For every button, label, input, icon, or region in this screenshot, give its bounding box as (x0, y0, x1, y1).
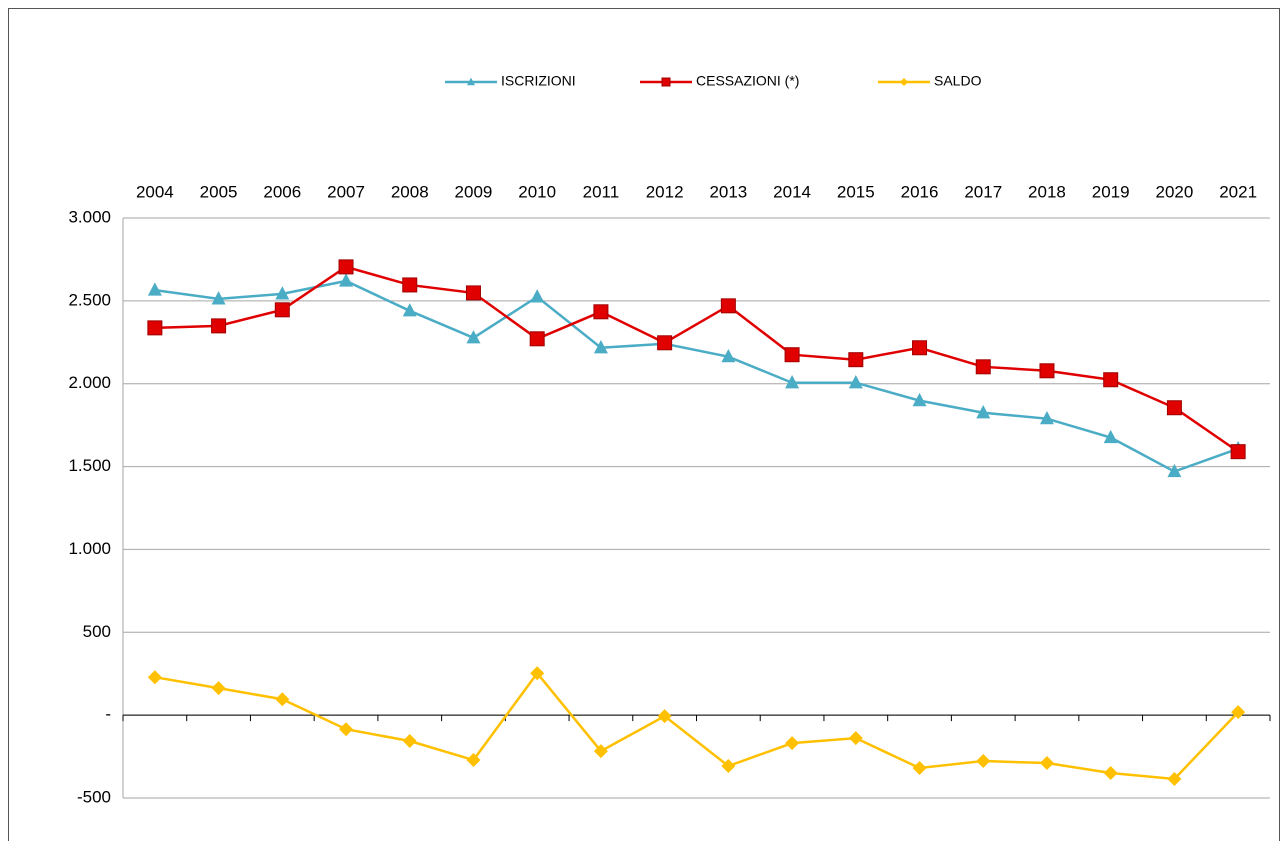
point (147, 282, 162, 296)
x-tick-label: 2010 (518, 182, 556, 201)
point (1167, 771, 1182, 786)
legend-label: SALDO (934, 73, 982, 89)
point (721, 349, 736, 363)
point (402, 303, 417, 317)
y-tick-label: 3.000 (68, 207, 111, 226)
point (275, 692, 290, 707)
x-tick-label: 2009 (455, 182, 493, 201)
x-tick-label: 2013 (709, 182, 747, 201)
chart-frame (8, 8, 1280, 841)
point (211, 291, 226, 305)
point (720, 298, 736, 314)
point (339, 273, 354, 287)
point (1230, 444, 1246, 460)
legend-marker (467, 77, 475, 86)
y-tick-label: 1.500 (68, 456, 111, 475)
y-tick-label: 500 (83, 622, 111, 641)
line-series (154, 279, 1239, 473)
point (784, 347, 800, 363)
point (785, 375, 800, 389)
point (1166, 400, 1182, 416)
point (848, 731, 863, 746)
point (338, 259, 354, 275)
point (147, 320, 163, 336)
point (593, 744, 608, 759)
point (912, 761, 927, 776)
point (211, 318, 227, 334)
x-tick-label: 2004 (136, 182, 174, 201)
point (211, 681, 226, 696)
point (402, 733, 417, 748)
point (530, 666, 545, 681)
point (848, 352, 864, 368)
point (147, 670, 162, 685)
point (1231, 705, 1246, 720)
y-tick-label: - (105, 705, 111, 724)
point (912, 392, 927, 407)
y-tick-label: 2.500 (68, 290, 111, 309)
x-tick-label: 2018 (1028, 182, 1066, 201)
point (657, 709, 672, 724)
point (657, 335, 673, 351)
point (1103, 372, 1119, 388)
legend-marker (661, 77, 671, 87)
point (912, 340, 928, 356)
point (1103, 429, 1118, 444)
point (339, 722, 354, 737)
legend-marker (900, 78, 908, 86)
x-tick-label: 2019 (1092, 182, 1130, 201)
line-series (154, 671, 1240, 781)
x-tick-label: 2006 (263, 182, 301, 201)
point (1103, 765, 1118, 780)
point (976, 754, 991, 769)
x-tick-label: 2008 (391, 182, 429, 201)
x-tick-label: 2007 (327, 182, 365, 201)
x-tick-label: 2021 (1219, 182, 1257, 201)
point (402, 277, 418, 293)
y-tick-label: 2.000 (68, 373, 111, 392)
x-tick-label: 2016 (901, 182, 939, 201)
point (1039, 363, 1055, 379)
y-tick-label: -500 (77, 787, 111, 806)
point (274, 302, 290, 318)
legend-label: ISCRIZIONI (501, 73, 576, 89)
point (465, 285, 481, 301)
x-tick-label: 2005 (200, 182, 238, 201)
point (529, 331, 545, 347)
point (1039, 756, 1054, 771)
line-series (154, 265, 1239, 453)
x-tick-label: 2020 (1156, 182, 1194, 201)
x-tick-label: 2015 (837, 182, 875, 201)
point (1039, 410, 1054, 425)
x-tick-label: 2012 (646, 182, 684, 201)
point (848, 375, 863, 389)
legend-label: CESSAZIONI (*) (696, 73, 799, 89)
point (275, 286, 290, 300)
point (721, 759, 736, 774)
point (593, 340, 608, 354)
x-tick-label: 2017 (964, 182, 1002, 201)
x-tick-label: 2014 (773, 182, 811, 201)
point (976, 405, 991, 419)
point (466, 753, 481, 768)
y-tick-label: 1.000 (68, 539, 111, 558)
x-tick-label: 2011 (583, 182, 620, 201)
point (593, 304, 609, 320)
point (466, 330, 481, 344)
point (785, 736, 800, 751)
point (530, 289, 545, 303)
point (1167, 463, 1182, 478)
point (975, 359, 991, 375)
